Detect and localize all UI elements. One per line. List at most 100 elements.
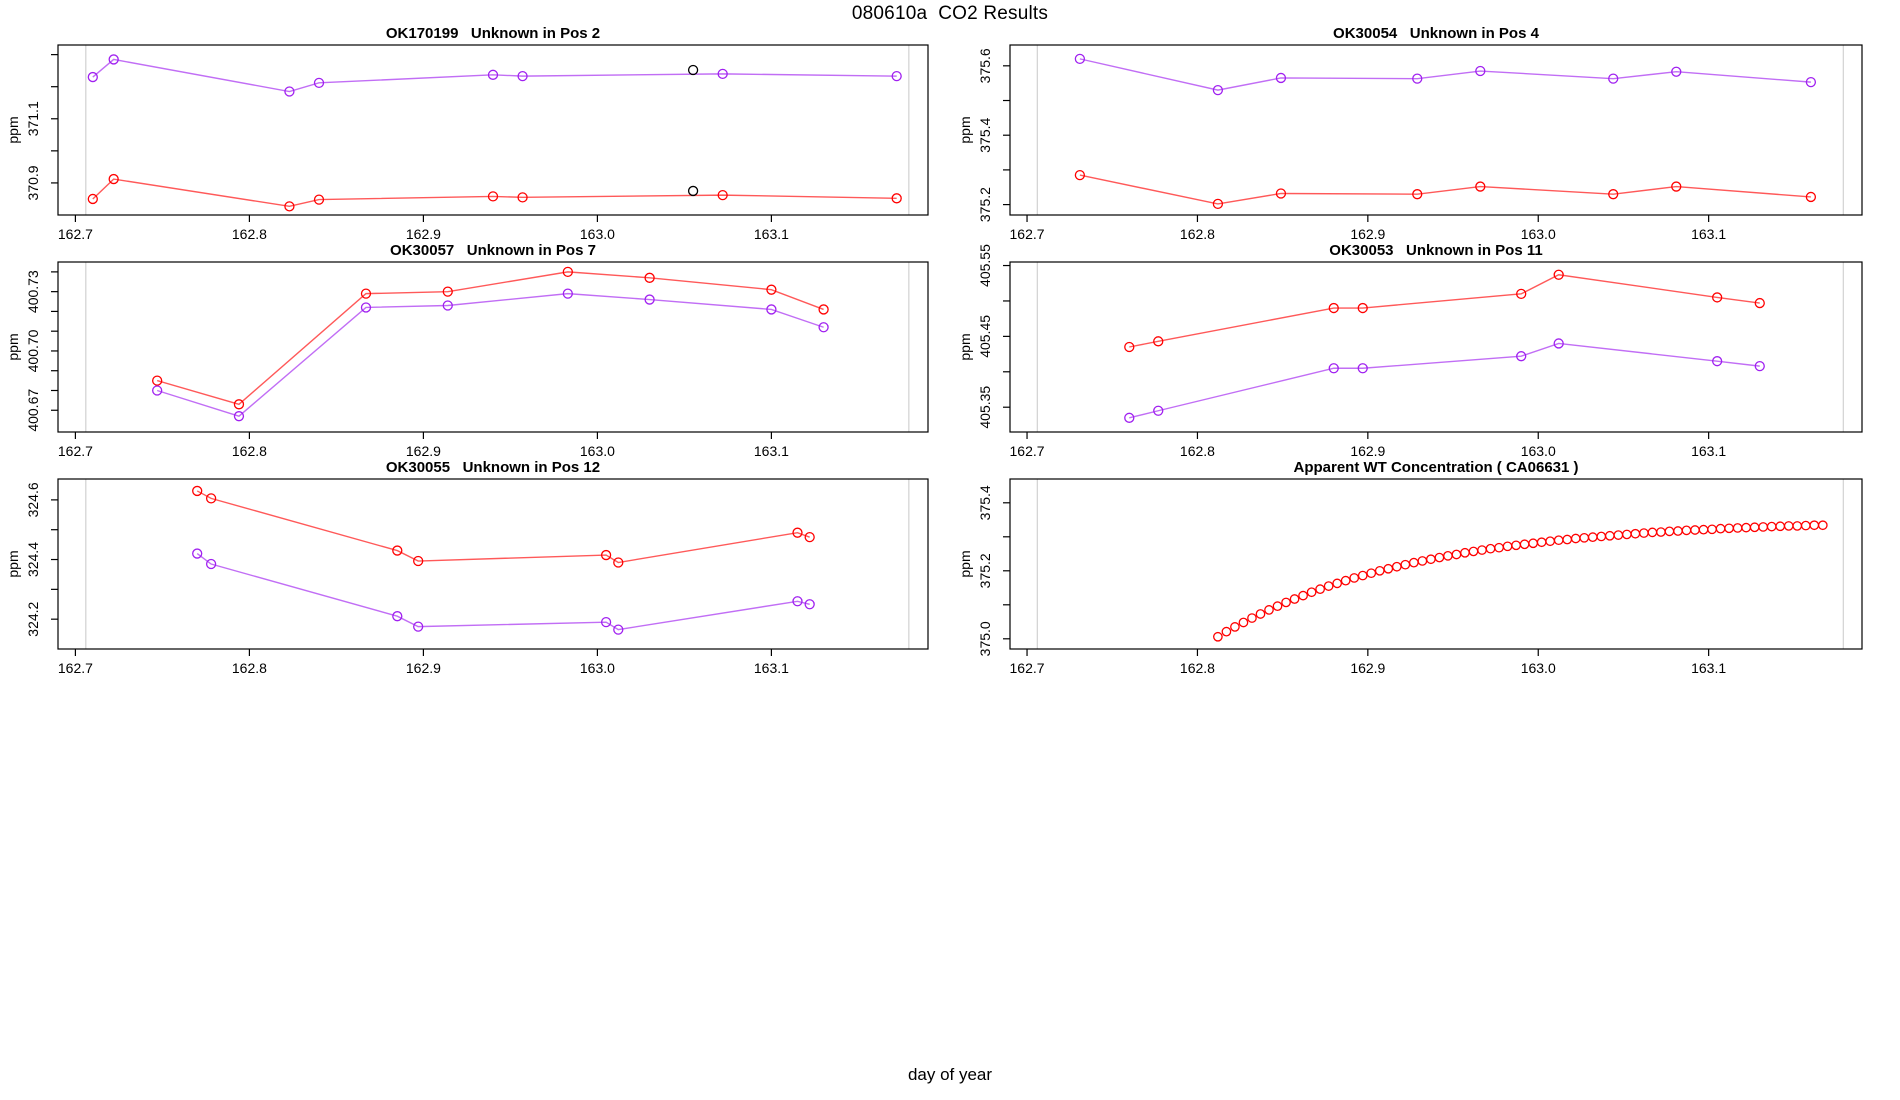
data-point <box>360 302 372 313</box>
plot-title: OK30057 Unknown in Pos 7 <box>390 242 596 259</box>
data-point <box>1426 554 1436 565</box>
data-point <box>1230 622 1240 632</box>
data-point <box>1613 530 1624 540</box>
data-point <box>313 194 325 205</box>
data-point <box>1805 191 1817 203</box>
plot-border <box>57 478 929 650</box>
plot-title: OK170199 Unknown in Pos 2 <box>386 25 600 42</box>
data-point <box>1604 530 1615 541</box>
data-point <box>600 549 612 561</box>
x-tick-label: 163.1 <box>754 660 789 676</box>
data-point <box>1681 525 1692 536</box>
data-point <box>1608 189 1619 200</box>
data-point <box>284 86 295 97</box>
series-line <box>196 553 810 631</box>
data-point <box>1707 524 1717 535</box>
data-point <box>284 201 295 212</box>
data-point <box>517 70 528 82</box>
data-point <box>792 527 803 538</box>
x-tick-label: 162.9 <box>1350 443 1385 459</box>
data-point <box>1323 581 1334 591</box>
data-point <box>1275 72 1287 84</box>
subplot-pos11: OK30053 Unknown in Pos 11 162.7 162.8 162.9… <box>957 242 1863 459</box>
data-point <box>1264 605 1274 615</box>
data-point <box>804 532 815 543</box>
x-tick-label: 162.9 <box>1350 226 1385 242</box>
data-point <box>152 375 163 386</box>
series-line <box>156 292 824 417</box>
data-point <box>1468 546 1479 557</box>
plot-border <box>1009 478 1863 650</box>
y-tick-label: 371.1 <box>25 101 41 136</box>
x-tick-label: 162.7 <box>58 443 93 459</box>
data-point <box>1536 537 1547 548</box>
series-line <box>1129 342 1760 419</box>
x-tick-label: 163.1 <box>1691 443 1726 459</box>
data-point <box>891 193 902 204</box>
subplot-wt: Apparent WT Concentration ( CA06631 ) 162… <box>957 459 1863 676</box>
data-point <box>1374 565 1385 576</box>
data-point <box>1212 84 1224 96</box>
data-point <box>1792 521 1803 531</box>
x-tick-label: 162.8 <box>1180 226 1215 242</box>
data-point <box>1519 539 1530 550</box>
data-point <box>644 272 655 283</box>
data-point <box>1281 597 1291 608</box>
data-point <box>1153 405 1164 416</box>
data-point <box>413 621 424 632</box>
figure-xlabel: day of year <box>907 1065 993 1084</box>
data-point <box>1621 529 1632 540</box>
data-point <box>1247 613 1257 623</box>
y-tick-label: 375.4 <box>977 117 993 152</box>
y-tick-label: 400.70 <box>25 329 41 372</box>
x-tick-label: 162.7 <box>1010 443 1045 459</box>
data-point <box>1800 520 1811 531</box>
data-point <box>804 599 815 610</box>
y-tick-label: 400.67 <box>25 389 41 432</box>
x-tick-label: 162.9 <box>406 226 441 242</box>
x-tick-label: 163.1 <box>754 226 789 242</box>
data-point <box>1255 609 1266 619</box>
data-point <box>108 54 119 65</box>
data-point <box>205 558 217 570</box>
data-point <box>1596 531 1607 542</box>
plot-border <box>1009 44 1863 216</box>
x-tick-label: 163.0 <box>1521 226 1556 242</box>
data-point <box>1475 65 1486 77</box>
x-tick-label: 162.8 <box>1180 443 1215 459</box>
data-point <box>1212 198 1224 210</box>
data-point <box>1766 521 1777 532</box>
data-point <box>1805 76 1817 88</box>
y-axis-label: ppm <box>957 333 973 360</box>
x-tick-label: 162.8 <box>232 660 267 676</box>
data-point <box>1698 524 1709 535</box>
data-point <box>1124 412 1135 423</box>
data-point <box>1408 557 1419 568</box>
data-point <box>413 555 424 567</box>
data-point <box>1332 578 1343 589</box>
data-point <box>613 624 624 635</box>
y-axis-label: ppm <box>957 116 973 143</box>
y-tick-label: 375.6 <box>977 48 993 83</box>
data-point <box>792 596 803 607</box>
y-tick-label: 375.2 <box>977 553 993 588</box>
plot-title: OK30055 Unknown in Pos 12 <box>386 459 600 476</box>
data-point <box>1213 631 1223 642</box>
data-point <box>1153 336 1164 347</box>
data-point <box>1775 521 1786 532</box>
data-point <box>1366 568 1377 579</box>
data-point <box>1315 584 1325 595</box>
data-point <box>1562 534 1573 545</box>
series-line <box>196 490 810 564</box>
x-tick-label: 162.7 <box>58 660 93 676</box>
data-point <box>1475 181 1486 192</box>
data-point <box>313 77 325 88</box>
data-point <box>1656 527 1666 537</box>
data-point <box>644 294 655 305</box>
data-point <box>1817 520 1828 531</box>
x-tick-label: 162.8 <box>232 226 267 242</box>
data-point <box>233 399 245 410</box>
data-point <box>1608 73 1619 84</box>
